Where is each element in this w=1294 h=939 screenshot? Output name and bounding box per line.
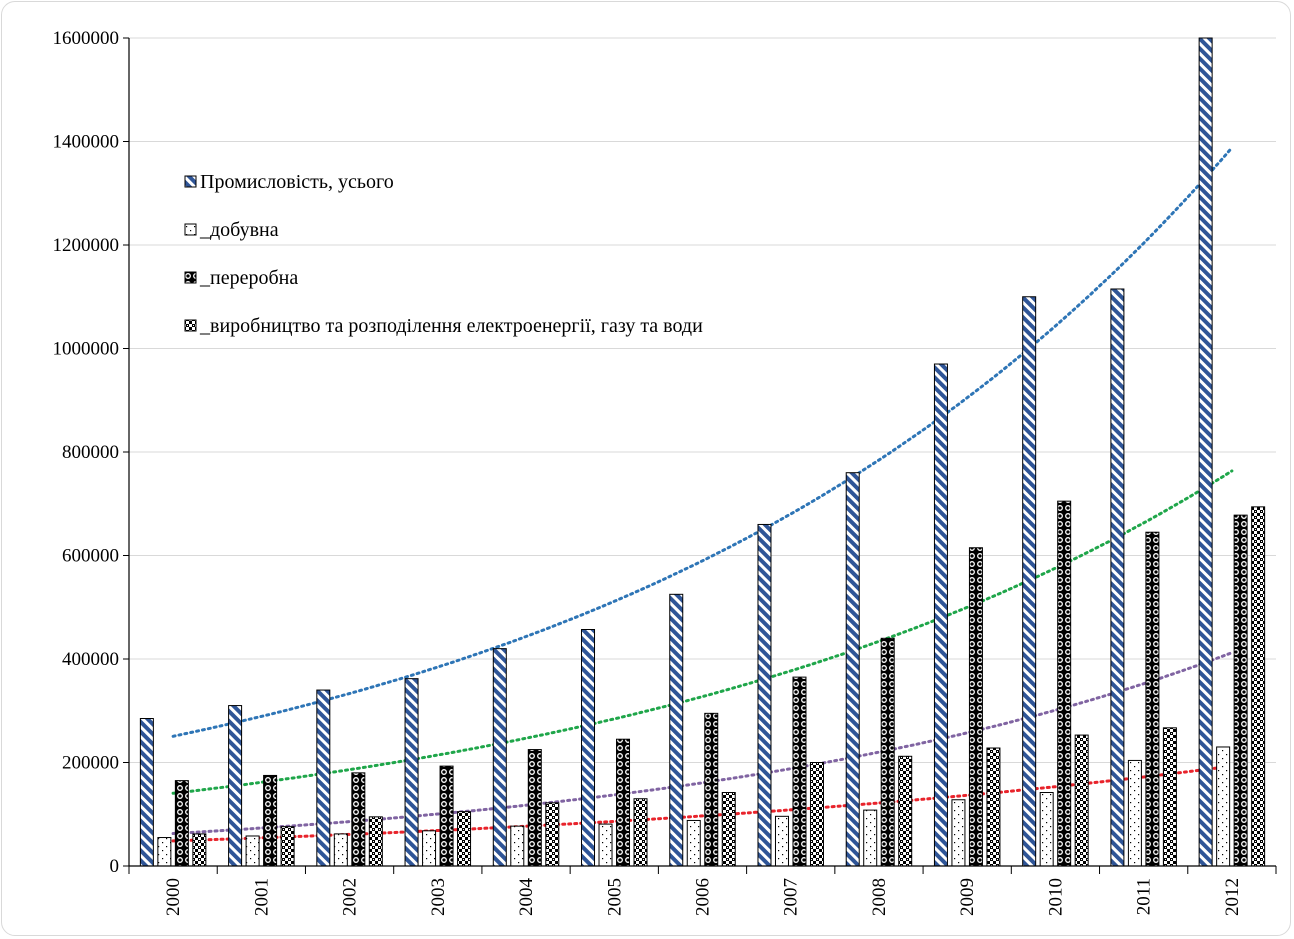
- legend: Промисловість, усього _добувна _переробна _…: [184, 171, 703, 337]
- trendline-3: [171, 651, 1234, 835]
- bar-2-2000: [174, 780, 189, 867]
- trendline-1: [171, 764, 1234, 843]
- bar-2-2012: [1233, 514, 1248, 867]
- bar-2-2001: [263, 774, 278, 867]
- x-tick-label: 2007: [781, 878, 802, 916]
- trendline-2: [171, 469, 1234, 795]
- bar-3-2003: [457, 811, 472, 867]
- bar-3-2000: [192, 833, 207, 867]
- bar-0-2006: [669, 593, 684, 867]
- bar-0-2003: [404, 678, 419, 867]
- bar-2-2004: [527, 749, 542, 867]
- bar-3-2001: [280, 826, 295, 867]
- bar-2-2002: [351, 772, 366, 867]
- x-tick-label: 2010: [1045, 878, 1066, 916]
- legend-swatch-3: [184, 319, 197, 332]
- trendline-0: [171, 146, 1234, 738]
- x-tick-label: 2000: [163, 878, 184, 916]
- bar-1-2002: [333, 833, 348, 867]
- x-tick-label: 2001: [251, 878, 272, 916]
- bar-1-2005: [598, 823, 613, 867]
- legend-label-0: Промисловість, усього: [200, 171, 394, 193]
- y-tick-label: 400000: [62, 649, 119, 670]
- bar-0-2004: [492, 648, 507, 867]
- bar-2-2009: [968, 547, 983, 867]
- bar-0-2005: [581, 629, 596, 867]
- bar-3-2009: [986, 747, 1001, 867]
- y-tick-label: 0: [110, 856, 120, 877]
- bar-1-2006: [686, 819, 701, 867]
- bar-1-2012: [1216, 746, 1231, 867]
- bar-0-2011: [1110, 288, 1125, 867]
- gridlines: [129, 37, 1276, 763]
- x-tick-label: 2003: [428, 878, 449, 916]
- bar-2-2006: [704, 712, 719, 867]
- bar-3-2008: [898, 755, 913, 867]
- bar-0-2008: [845, 472, 860, 867]
- bar-2-2005: [616, 738, 631, 867]
- bar-3-2004: [545, 802, 560, 867]
- x-tick-label: 2009: [957, 878, 978, 916]
- bar-3-2010: [1074, 734, 1089, 867]
- bar-1-2003: [422, 830, 437, 867]
- x-tick-label: 2012: [1222, 878, 1243, 916]
- y-tick-label: 1000000: [53, 339, 120, 360]
- axes: 0 200000 400000 600000 800000 1000000 1200000 1…: [53, 28, 1277, 916]
- bar-1-2001: [245, 835, 260, 867]
- bar-3-2011: [1162, 727, 1177, 867]
- bar-1-2010: [1039, 792, 1054, 867]
- x-tick-label: 2008: [869, 878, 890, 916]
- bar-1-2007: [774, 815, 789, 867]
- bar-0-2012: [1198, 37, 1213, 867]
- legend-swatch-0: [184, 175, 197, 188]
- y-tick-label: 1600000: [53, 28, 120, 49]
- y-tick-label: 600000: [62, 546, 119, 567]
- bar-2-2010: [1057, 500, 1072, 867]
- y-tick-label: 800000: [62, 442, 119, 463]
- bar-1-2000: [157, 837, 172, 867]
- bar-3-2007: [809, 762, 824, 867]
- bar-2-2008: [880, 637, 895, 867]
- x-tick-label: 2002: [340, 878, 361, 916]
- y-tick-label: 200000: [62, 753, 119, 774]
- x-tick-label: 2005: [604, 878, 625, 916]
- bar-0-2007: [757, 523, 772, 867]
- x-tick-label: 2004: [516, 878, 537, 917]
- legend-label-1: _добувна: [199, 219, 279, 241]
- bar-1-2009: [951, 799, 966, 867]
- x-tick-label: 2011: [1134, 878, 1155, 915]
- bar-0-2002: [316, 689, 331, 867]
- y-tick-label: 1400000: [53, 132, 120, 153]
- bar-2-2003: [439, 765, 454, 867]
- legend-swatch-2: [184, 271, 197, 284]
- bar-0-2001: [228, 705, 243, 867]
- bar-3-2006: [721, 792, 736, 867]
- bar-0-2000: [139, 718, 154, 867]
- bar-0-2009: [933, 363, 948, 867]
- legend-label-3: _виробництво та розподілення електроенер…: [199, 315, 703, 337]
- bar-1-2008: [863, 809, 878, 867]
- bar-2-2011: [1145, 531, 1160, 867]
- bar-1-2011: [1127, 759, 1142, 867]
- legend-label-2: _переробна: [199, 267, 298, 289]
- bar-0-2010: [1022, 296, 1037, 867]
- legend-swatch-1: [184, 223, 197, 236]
- trendlines: [171, 146, 1234, 843]
- bar-3-2012: [1251, 506, 1266, 867]
- bar-2-2007: [792, 676, 807, 867]
- bar-3-2005: [633, 798, 648, 867]
- bar-1-2004: [510, 825, 525, 867]
- y-tick-label: 1200000: [53, 235, 120, 256]
- x-tick-label: 2006: [693, 878, 714, 916]
- bar-3-2002: [368, 816, 383, 867]
